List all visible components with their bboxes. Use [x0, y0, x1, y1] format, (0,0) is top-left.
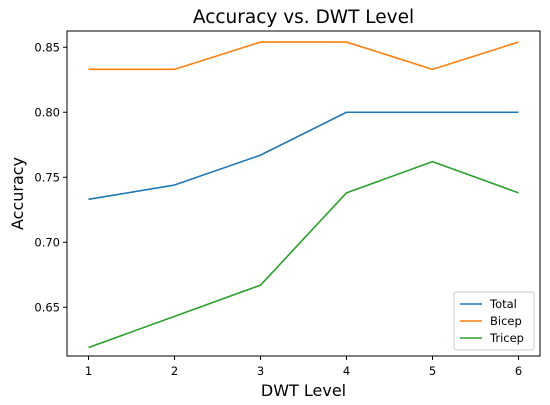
legend-label-total: Total: [489, 297, 517, 311]
x-tick-label: 5: [429, 364, 436, 378]
legend: Total Bicep Tricep: [453, 291, 535, 351]
y-axis-ticks: 0.65 0.70 0.75 0.80 0.85: [34, 40, 67, 314]
legend-box: [453, 291, 535, 351]
x-axis-title: DWT Level: [261, 381, 346, 400]
y-tick-label: 0.80: [34, 105, 60, 119]
legend-label-tricep: Tricep: [489, 331, 524, 345]
series-line-tricep: [88, 160, 519, 349]
x-tick-label: 1: [85, 364, 92, 378]
x-tick-label: 2: [171, 364, 178, 378]
plot-frame: [66, 30, 541, 357]
x-tick-label: 6: [515, 364, 522, 378]
series-line-total: [88, 111, 519, 201]
series-line-bicep: [88, 41, 519, 71]
x-axis-ticks: 1 2 3 4 5 6: [85, 356, 522, 378]
y-axis-title: Accuracy: [8, 157, 27, 230]
legend-label-bicep: Bicep: [490, 314, 522, 328]
x-tick-label: 3: [257, 364, 264, 378]
chart-title: Accuracy vs. DWT Level: [193, 7, 414, 28]
series-layer: [88, 41, 519, 349]
y-tick-label: 0.65: [34, 300, 60, 314]
y-tick-label: 0.85: [34, 40, 60, 54]
y-tick-label: 0.70: [34, 235, 60, 249]
y-tick-label: 0.75: [34, 170, 60, 184]
x-tick-label: 4: [343, 364, 350, 378]
